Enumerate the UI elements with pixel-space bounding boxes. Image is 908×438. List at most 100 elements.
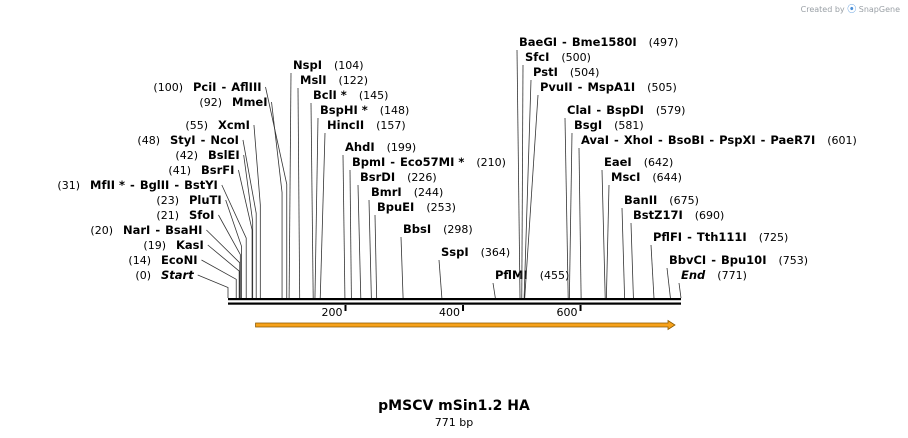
cut-position: (771) [717, 269, 747, 282]
cut-site-line [238, 169, 253, 298]
enzyme-name: SfcI [525, 50, 549, 64]
cut-position: (504) [570, 66, 600, 79]
enzyme-separator: - [711, 253, 716, 267]
enzyme-name: BspDI [606, 103, 644, 117]
cut-site-line [605, 184, 610, 299]
enzyme-name: Bme1580I [572, 35, 637, 49]
cut-position: (497) [649, 36, 679, 49]
enzyme-name: End [681, 268, 706, 282]
cut-position: (48) [137, 134, 160, 147]
cut-position: (253) [426, 201, 456, 214]
cut-position: (298) [443, 223, 473, 236]
cut-site: AvaI - XhoI - BsoBI - PspXI - PaeR7I (601) [578, 133, 857, 299]
enzyme-name: PciI [193, 80, 216, 94]
cut-site-line [621, 207, 625, 299]
enzyme-name: EcoNI [161, 253, 197, 267]
cut-site: BsrDI (226) [357, 170, 437, 299]
enzyme-name: BsrFI [201, 163, 234, 177]
cut-site: BbvCI - Bpu10I (753) [666, 253, 808, 299]
cut-site: (100) PciI - AflIII [153, 80, 288, 298]
cut-site-line [265, 86, 288, 298]
cut-position: (210) [476, 156, 506, 169]
cut-site: BaeGI - Bme1580I (497) [516, 35, 679, 299]
enzyme-name: NcoI [210, 133, 239, 147]
enzyme-separator: - [221, 80, 226, 94]
cut-site: ClaI - BspDI (579) [564, 103, 685, 299]
enzyme-separator: - [155, 223, 160, 237]
cut-position: (690) [695, 209, 725, 222]
enzyme-name: BbvCI [669, 253, 706, 267]
cut-site: (19) KasI [143, 238, 240, 298]
cut-site-line [319, 132, 326, 299]
enzyme-name: Tth111I [697, 230, 747, 244]
cut-position: (145) [359, 89, 389, 102]
cut-site-line [564, 117, 569, 299]
enzyme-name: PflMI [495, 268, 528, 282]
axis-tick-label: 600 [557, 306, 578, 319]
enzyme-name: AflIII [231, 80, 261, 94]
cut-site: MscI (644) [605, 170, 682, 299]
sequence-line-top [228, 298, 681, 301]
cut-site: BclI * (145) [310, 88, 389, 299]
enzyme-name: StyI [170, 133, 196, 147]
enzyme-name: Start [161, 268, 194, 282]
cut-position: (226) [407, 171, 437, 184]
enzyme-separator: - [596, 103, 601, 117]
cut-site: (14) EcoNI [128, 253, 237, 298]
cut-site: AhdI (199) [342, 140, 416, 299]
credit-prefix: Created by [800, 5, 845, 14]
cut-site-line [523, 79, 532, 299]
enzyme-name: MspA1I [587, 80, 635, 94]
cut-site-line [225, 199, 242, 298]
cut-site-line [243, 154, 254, 298]
cut-site-line [601, 169, 606, 299]
cut-position: (455) [540, 269, 570, 282]
enzyme-name: BsrDI [360, 170, 395, 184]
enzyme-name: BslEI [208, 148, 240, 162]
cut-position: (23) [156, 194, 179, 207]
cut-position: (581) [614, 119, 644, 132]
enzyme-name: BspHI * [320, 103, 368, 117]
cut-position: (41) [168, 164, 191, 177]
cut-site-line [271, 101, 283, 298]
cut-position: (100) [153, 81, 183, 94]
cut-site-line [349, 169, 352, 299]
cut-site: (21) SfoI [156, 208, 241, 298]
enzyme-name: NarI [123, 223, 150, 237]
cut-site: BspHI * (148) [314, 103, 410, 299]
cut-position: (31) [57, 179, 80, 192]
cut-site-line [400, 236, 404, 299]
enzyme-name: PstI [533, 65, 558, 79]
enzyme-name: BclI * [313, 88, 347, 102]
enzyme-name: BaeGI [519, 35, 557, 49]
cut-site-line [310, 102, 314, 299]
cut-site-line [206, 229, 241, 298]
enzyme-name: BsoBI [668, 133, 705, 147]
feature-arrow [255, 319, 676, 331]
cut-position: (92) [199, 96, 222, 109]
enzyme-separator: - [130, 178, 135, 192]
cut-position: (55) [185, 119, 208, 132]
enzyme-separator: - [174, 178, 179, 192]
cut-position: (122) [339, 74, 369, 87]
cut-site: (0) Start [135, 268, 229, 298]
cut-site: BsgI (581) [568, 118, 644, 299]
cut-site-line [253, 124, 261, 298]
cut-site: EaeI (642) [601, 155, 673, 299]
cut-site: (42) BslEI [175, 148, 254, 298]
cut-position: (500) [561, 51, 591, 64]
enzyme-name: BstZ17I [633, 208, 683, 222]
cut-site-line [374, 214, 378, 299]
cut-position: (244) [414, 186, 444, 199]
enzyme-name: MslI [300, 73, 327, 87]
enzyme-name: NspI [293, 58, 322, 72]
cut-position: (148) [380, 104, 410, 117]
cut-site-line [342, 154, 346, 299]
cut-position: (19) [143, 239, 166, 252]
cut-position: (675) [669, 194, 699, 207]
enzyme-separator: - [201, 133, 206, 147]
cut-site-line [678, 282, 682, 299]
cut-site-line [578, 147, 582, 299]
cut-position: (20) [90, 224, 113, 237]
